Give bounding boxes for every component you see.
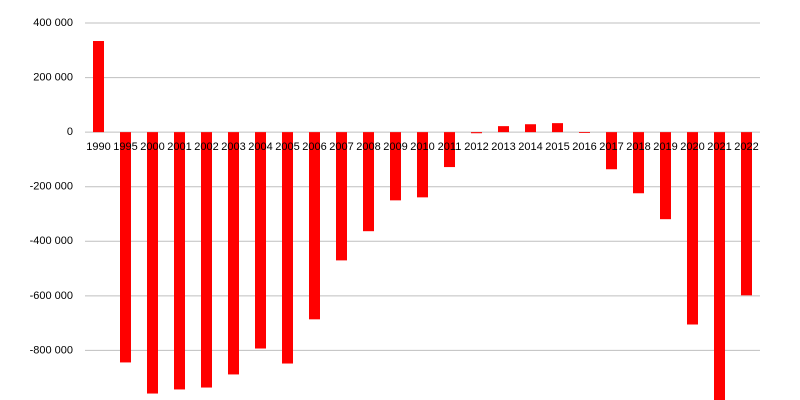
x-tick-label: 2009 xyxy=(383,141,407,153)
x-tick-label: 2020 xyxy=(680,141,704,153)
y-tick-label: -800 000 xyxy=(30,344,73,356)
x-tick-label: 2003 xyxy=(221,141,245,153)
x-tick-label: 2000 xyxy=(140,141,164,153)
x-tick-label: 2015 xyxy=(545,141,569,153)
bar xyxy=(579,132,590,133)
x-tick-label: 2005 xyxy=(275,141,299,153)
x-tick-label: 2019 xyxy=(653,141,677,153)
bar xyxy=(336,132,347,261)
bar xyxy=(525,124,536,133)
bar xyxy=(606,132,617,170)
bar xyxy=(741,132,752,296)
y-tick-label: 400 000 xyxy=(33,17,73,29)
x-tick-label: 2004 xyxy=(248,141,272,153)
x-tick-label: 2018 xyxy=(626,141,650,153)
bar xyxy=(660,132,671,220)
y-tick-label: -400 000 xyxy=(30,235,73,247)
bar xyxy=(444,132,455,168)
bar xyxy=(714,132,725,400)
x-tick-label: 2021 xyxy=(707,141,731,153)
bar xyxy=(687,132,698,325)
bar xyxy=(390,132,401,201)
x-tick-label: 2013 xyxy=(491,141,515,153)
bar xyxy=(93,41,104,133)
x-tick-label: 1995 xyxy=(113,141,137,153)
x-tick-label: 2012 xyxy=(464,141,488,153)
bar xyxy=(201,132,212,388)
y-tick-label: -1 000 000 xyxy=(20,399,73,400)
bar xyxy=(174,132,185,390)
bar xyxy=(282,132,293,364)
bar xyxy=(498,126,509,133)
x-tick-label: 2014 xyxy=(518,141,542,153)
bar xyxy=(309,132,320,320)
bar xyxy=(417,132,428,198)
bar xyxy=(471,132,482,134)
x-tick-label: 2008 xyxy=(356,141,380,153)
x-tick-label: 2007 xyxy=(329,141,353,153)
x-tick-label: 2016 xyxy=(572,141,596,153)
x-tick-label: 2001 xyxy=(167,141,191,153)
bar xyxy=(255,132,266,349)
bar xyxy=(633,132,644,194)
x-tick-label: 2006 xyxy=(302,141,326,153)
x-tick-label: 2011 xyxy=(438,141,462,153)
y-tick-label: 200 000 xyxy=(33,71,73,83)
x-tick-label: 2010 xyxy=(410,141,434,153)
y-tick-label: -200 000 xyxy=(30,181,73,193)
x-tick-label: 2017 xyxy=(599,141,623,153)
bar xyxy=(552,123,563,133)
x-tick-label: 2002 xyxy=(194,141,218,153)
y-tick-label: 0 xyxy=(67,126,73,138)
bar xyxy=(228,132,239,375)
bar xyxy=(120,132,131,363)
x-tick-label: 1990 xyxy=(86,141,110,153)
y-tick-label: -600 000 xyxy=(30,290,73,302)
bar xyxy=(147,132,158,394)
bar xyxy=(363,132,374,232)
x-tick-label: 2022 xyxy=(734,141,758,153)
